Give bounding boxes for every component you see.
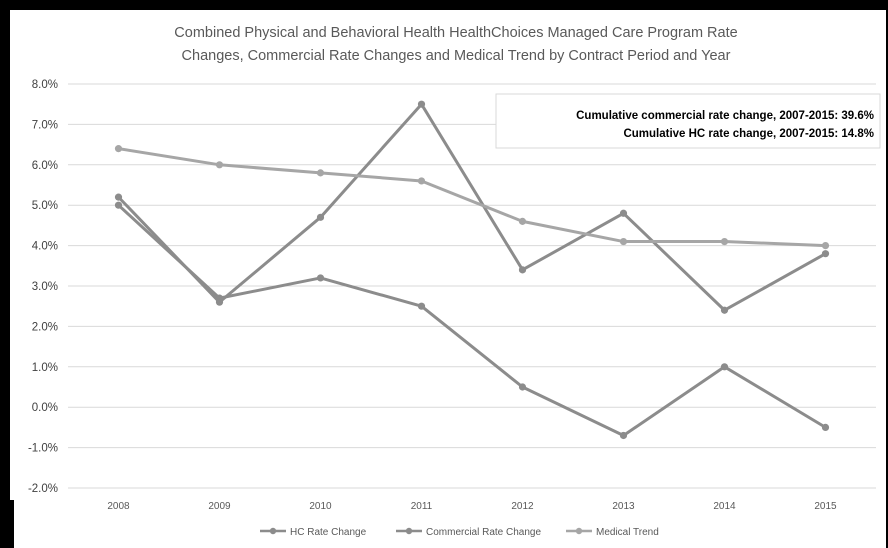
x-tick-label: 2009 (208, 501, 231, 512)
annotation-hc: Cumulative HC rate change, 2007-2015: 14… (623, 128, 874, 140)
x-tick-label: 2015 (814, 501, 837, 512)
data-point (316, 169, 325, 177)
data-point (619, 209, 628, 217)
corner-shadow (0, 500, 14, 548)
y-tick-label: 1.0% (32, 362, 58, 374)
data-point (417, 302, 426, 310)
line-chart: Combined Physical and Behavioral Health … (28, 25, 881, 538)
legend: HC Rate Change Commercial Rate Change Medi… (260, 527, 659, 538)
y-tick-label: -1.0% (28, 443, 58, 455)
data-point (417, 100, 426, 108)
annotation-box: Cumulative commercial rate change, 2007-… (495, 93, 881, 149)
legend-label: Medical Trend (596, 527, 659, 538)
y-tick-label: 2.0% (32, 321, 58, 333)
series-line-2 (118, 147, 826, 248)
y-tick-label: -2.0% (28, 483, 58, 495)
data-point (518, 383, 527, 391)
chart-title-line-1: Combined Physical and Behavioral Health … (174, 25, 737, 41)
data-point (114, 201, 123, 209)
data-point (316, 274, 325, 282)
x-tick-label: 2013 (612, 501, 635, 512)
y-tick-label: 6.0% (32, 160, 58, 172)
data-point (821, 423, 830, 431)
legend-label: HC Rate Change (290, 527, 367, 538)
data-point (215, 161, 224, 169)
x-tick-label: 2008 (107, 501, 130, 512)
y-tick-label: 0.0% (32, 402, 58, 414)
series-line-0 (117, 204, 827, 437)
data-point (417, 177, 426, 185)
data-point (518, 217, 527, 225)
data-point (720, 363, 729, 371)
y-tick-label: 8.0% (32, 79, 58, 91)
legend-swatch-marker (405, 527, 413, 535)
chart-frame: Combined Physical and Behavioral Health … (10, 10, 886, 548)
legend-swatch-marker (269, 527, 277, 535)
data-point (720, 237, 729, 246)
data-point (619, 431, 628, 440)
data-point (518, 266, 527, 274)
y-tick-label: 4.0% (32, 241, 58, 253)
x-tick-label: 2012 (511, 501, 534, 512)
series-line-1 (117, 102, 827, 312)
data-point (215, 298, 224, 306)
x-tick-label: 2014 (713, 501, 736, 512)
legend-swatch-marker (575, 527, 583, 535)
data-point (114, 145, 123, 153)
x-tick-label: 2011 (411, 501, 433, 512)
data-point (821, 250, 830, 258)
data-point (720, 306, 729, 314)
y-tick-label: 3.0% (32, 281, 58, 293)
x-tick-label: 2010 (309, 501, 332, 512)
chart-title-line-2: Changes, Commercial Rate Changes and Med… (182, 48, 731, 64)
data-point (316, 213, 325, 221)
data-point (619, 237, 628, 246)
legend-label: Commercial Rate Change (426, 527, 541, 538)
data-point (114, 193, 123, 201)
data-point (821, 242, 830, 250)
y-tick-label: 7.0% (32, 119, 58, 131)
annotation-commercial: Cumulative commercial rate change, 2007-… (576, 110, 874, 122)
y-tick-label: 5.0% (32, 200, 58, 212)
